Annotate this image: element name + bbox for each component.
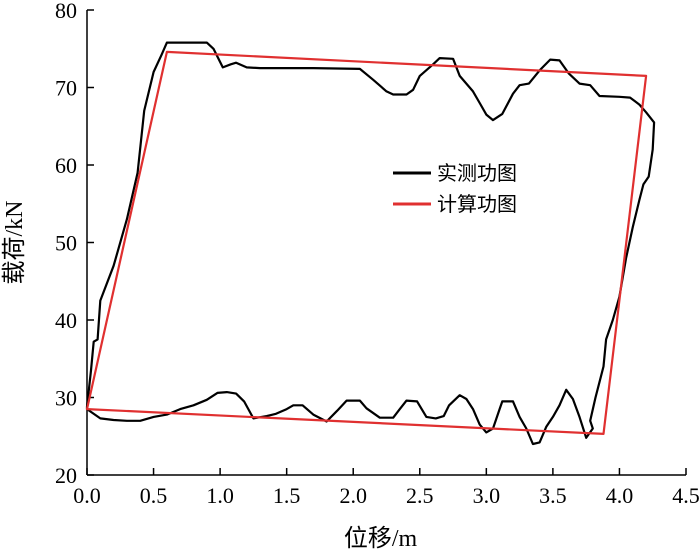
x-tick-label: 0.5 xyxy=(140,483,168,508)
x-tick-label: 2.5 xyxy=(406,483,434,508)
x-tick-label: 4.0 xyxy=(606,483,634,508)
series-line-measured xyxy=(85,41,656,446)
x-tick-label: 0.0 xyxy=(73,483,101,508)
y-tick-label: 70 xyxy=(55,76,77,101)
x-axis-title: 位移/m xyxy=(344,525,418,552)
x-tick-label: 1.0 xyxy=(206,483,234,508)
y-tick-label: 40 xyxy=(55,308,77,333)
y-tick-label: 50 xyxy=(55,231,77,256)
y-tick-label: 20 xyxy=(55,463,77,488)
y-tick-label: 30 xyxy=(55,386,77,411)
y-axis-title: 载荷/kN xyxy=(1,201,28,285)
y-tick-label: 60 xyxy=(55,153,77,178)
plot-area xyxy=(85,41,656,446)
legend-label: 实测功图 xyxy=(437,162,517,185)
y-tick-label: 80 xyxy=(55,0,77,23)
x-tick-label: 3.5 xyxy=(539,483,567,508)
series-line-calculated xyxy=(85,50,648,435)
legend-label: 计算功图 xyxy=(437,193,517,216)
x-tick-label: 4.5 xyxy=(672,483,700,508)
x-tick-label: 3.0 xyxy=(473,483,501,508)
x-tick-label: 2.0 xyxy=(339,483,367,508)
x-tick-label: 1.5 xyxy=(273,483,301,508)
